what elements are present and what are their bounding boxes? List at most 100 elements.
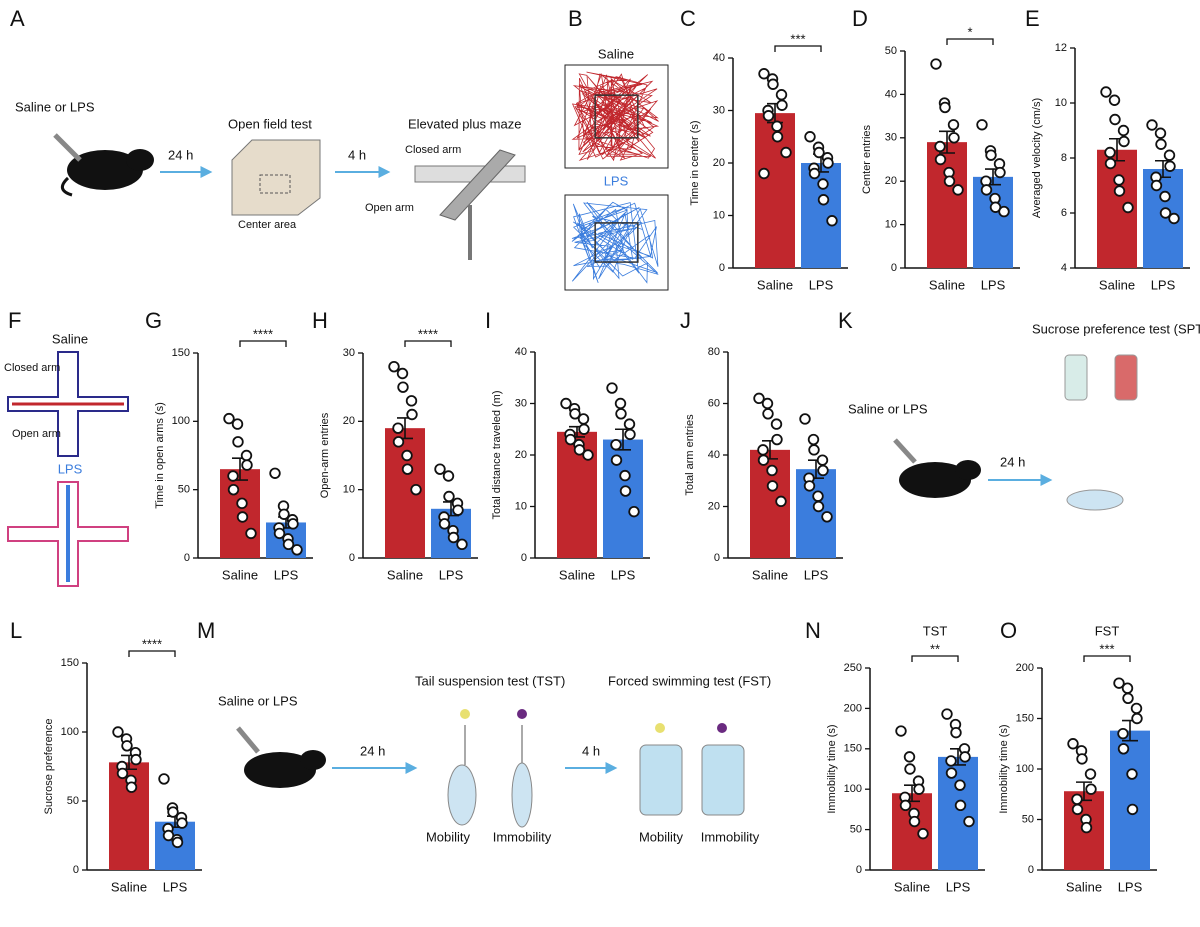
label: Closed arm [405, 144, 461, 156]
data-point [1071, 793, 1083, 806]
data-point [1146, 119, 1158, 131]
data-point [406, 408, 418, 421]
y-tick-label: 200 [1016, 662, 1034, 674]
data-point [269, 467, 281, 479]
y-tick-label: 20 [515, 449, 527, 461]
label: Elevated plus maze [408, 116, 521, 131]
panel-label: E [1025, 6, 1040, 31]
data-point [771, 433, 783, 446]
y-tick-label: 0 [891, 262, 897, 274]
data-point [757, 444, 769, 456]
y-axis-label: Center entries [861, 124, 873, 194]
data-point [945, 767, 958, 779]
data-point [899, 799, 912, 812]
significance-label: ** [930, 641, 940, 656]
data-point [758, 68, 770, 80]
significance-bracket [128, 650, 176, 657]
data-point [232, 436, 244, 448]
panel-k: K Saline or LPS 24 h Sucrose preference … [838, 308, 1200, 511]
x-tick-label: LPS [1118, 879, 1143, 894]
y-tick-label: 12 [1055, 42, 1067, 54]
data-point [1071, 803, 1084, 816]
mouse [236, 726, 326, 788]
y-axis-label: Sucrose preference [43, 719, 55, 815]
data-point [945, 755, 957, 767]
data-point [821, 511, 833, 523]
data-point [176, 817, 188, 829]
x-tick-label: LPS [804, 567, 829, 582]
data-point [776, 99, 788, 111]
y-tick-label: 0 [1028, 864, 1034, 876]
plus-maze [414, 149, 526, 260]
data-point [1117, 124, 1130, 137]
label: LPS [604, 173, 629, 188]
label: Closed arm [4, 362, 60, 374]
label: Saline [52, 331, 88, 346]
y-axis-label: Open-arm entries [319, 412, 331, 498]
y-axis-label: Time in center (s) [689, 120, 701, 205]
y-tick-label: 100 [172, 415, 190, 427]
panel-label: O [1000, 618, 1017, 643]
data-point [116, 767, 129, 780]
significance-bracket [774, 45, 822, 52]
y-tick-label: 30 [885, 132, 897, 144]
panel-label: F [8, 308, 21, 333]
data-point [401, 463, 414, 475]
data-point [388, 360, 400, 373]
label: LPS [58, 461, 83, 476]
y-tick-label: 60 [708, 397, 720, 409]
data-point [817, 464, 829, 477]
x-tick-label: LPS [946, 879, 971, 894]
label: Open field test [228, 116, 312, 131]
panel-label: H [312, 308, 328, 333]
data-point [619, 469, 631, 482]
data-point [766, 480, 779, 492]
y-tick-label: 150 [172, 347, 190, 359]
x-tick-label: LPS [163, 879, 188, 894]
y-tick-label: 100 [844, 783, 862, 795]
y-tick-label: 6 [1061, 207, 1067, 219]
data-point [1084, 768, 1097, 780]
data-point [1109, 113, 1121, 126]
path-trace [571, 71, 660, 162]
data-point [614, 397, 627, 410]
arena [564, 64, 669, 169]
y-axis-label: Time in open arms (s) [154, 402, 166, 509]
x-tick-label: Saline [929, 277, 965, 292]
data-point [278, 508, 290, 520]
data-point [438, 518, 451, 530]
significance-bracket [239, 340, 287, 347]
chart-title: FST [1095, 623, 1120, 638]
y-axis-label: Total distance traveled (m) [491, 391, 503, 520]
data-point [771, 120, 783, 132]
y-tick-label: 20 [713, 157, 725, 169]
data-point [808, 167, 821, 180]
x-tick-label: LPS [981, 277, 1006, 292]
y-tick-label: 20 [343, 415, 355, 427]
data-point [1168, 212, 1180, 225]
data-point [610, 439, 622, 451]
x-tick-label: Saline [387, 567, 423, 582]
y-tick-label: 40 [885, 88, 897, 100]
data-point [989, 201, 1002, 213]
mouse [893, 438, 981, 498]
data-point [954, 799, 967, 812]
bar [927, 142, 967, 268]
label: 4 h [582, 743, 600, 758]
data-point [282, 538, 295, 551]
data-point [762, 110, 775, 122]
data-point [822, 157, 834, 169]
data-point [619, 485, 632, 497]
label: Mobility [426, 829, 471, 844]
significance-label: *** [1099, 641, 1114, 656]
arena [564, 194, 669, 291]
data-point [816, 454, 829, 466]
x-tick-label: Saline [894, 879, 930, 894]
y-tick-label: 100 [1016, 763, 1034, 775]
data-point [1159, 207, 1172, 219]
y-tick-label: 40 [713, 52, 725, 64]
data-point [939, 101, 951, 114]
significance-label: **** [253, 326, 273, 341]
data-point [624, 428, 636, 441]
label: 24 h [168, 147, 193, 162]
